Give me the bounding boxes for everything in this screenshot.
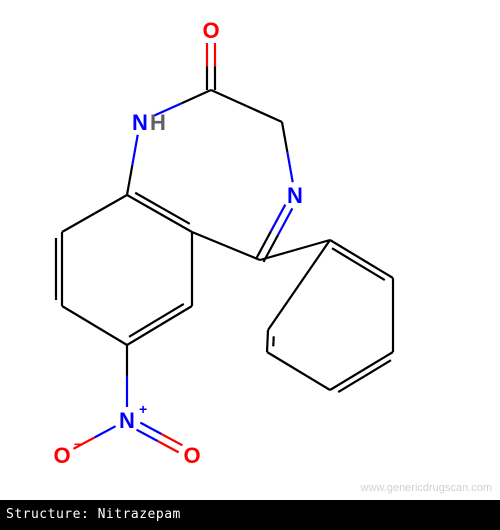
svg-text:N: N (119, 408, 135, 433)
svg-text:+: + (139, 401, 147, 417)
svg-text:O: O (183, 443, 200, 468)
structure-canvas: ONNHN+O−O www.genericdrugscan.com (0, 0, 500, 500)
svg-text:N: N (287, 183, 303, 208)
svg-text:O: O (53, 443, 70, 468)
svg-text:O: O (202, 18, 219, 43)
svg-text:H: H (150, 110, 166, 135)
watermark-text: www.genericdrugscan.com (361, 482, 492, 494)
footer-bar: Structure: Nitrazepam (0, 500, 500, 530)
molecule-svg: ONNHN+O−O (0, 0, 500, 500)
svg-text:−: − (74, 436, 82, 452)
footer-label: Structure: Nitrazepam (6, 507, 181, 522)
svg-text:N: N (132, 110, 148, 135)
